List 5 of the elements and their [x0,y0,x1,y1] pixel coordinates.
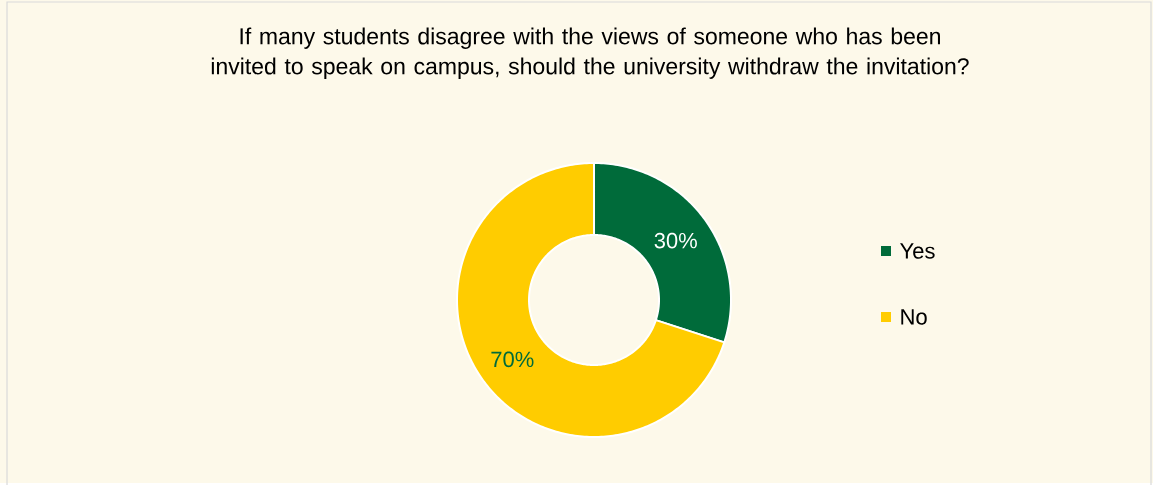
data-label: 70% [491,351,534,368]
legend-label: Yes [900,243,935,259]
legend-label: No [901,309,927,325]
data-label: 30% [654,233,697,249]
chart-title: If many students disagree with the views of someone who has been invited to speak on campus, should the university withdraw the invitation? [211,27,969,80]
